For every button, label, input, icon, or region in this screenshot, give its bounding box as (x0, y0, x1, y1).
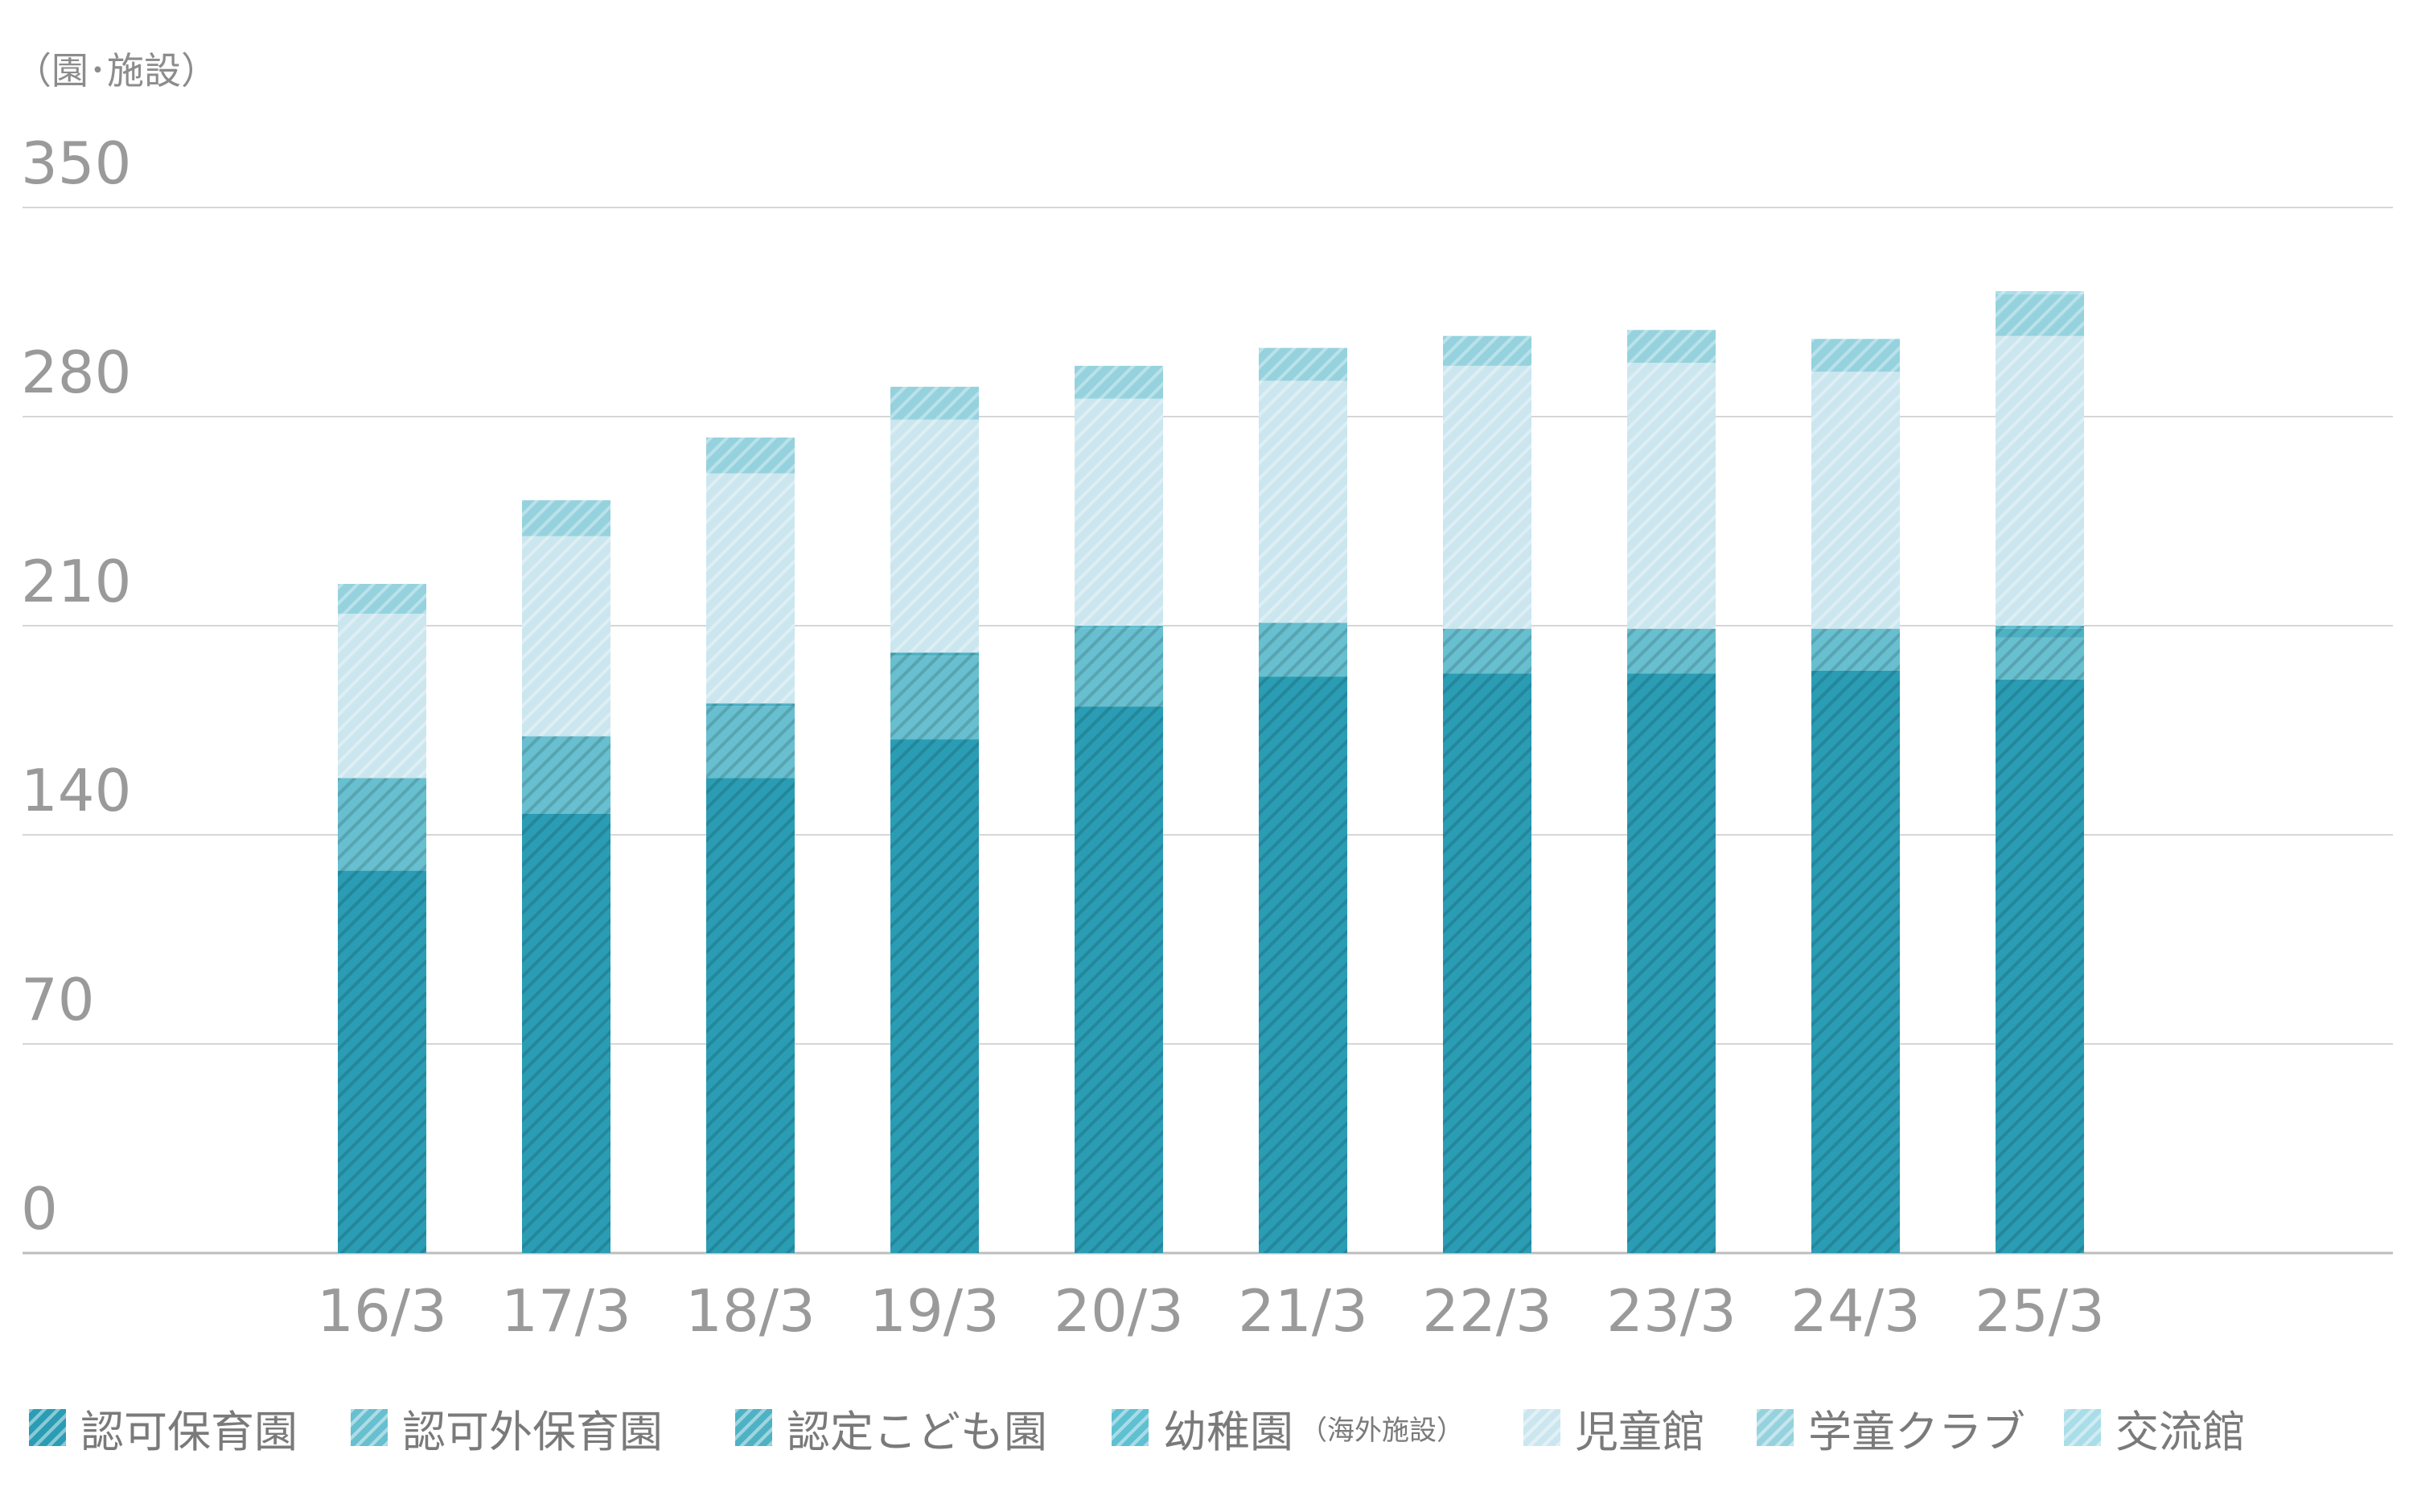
bar-hatch (1996, 637, 2084, 680)
bar-hatch (1996, 679, 2084, 1253)
bar-hatch (1996, 294, 2084, 336)
bar-hatch (1811, 339, 1900, 372)
bar-hatch (1996, 628, 2084, 638)
legend-item: 認可保育園 (29, 1395, 298, 1460)
legend-item: 交流館 (2064, 1395, 2246, 1460)
x-axis-ticks: 16/3 17/3 18/3 19/3 20/3 21/3 22/3 23/3 24/3 25/3 (317, 1277, 2105, 1345)
legend: 認可保育園 認可外保育園 認定こども園 幼稚園 （海外施設） 児童館 学童クラブ 交流館 (29, 1395, 2362, 1460)
bar-hatch (1811, 372, 1900, 629)
legend-label: 認定こども園 (787, 1406, 1047, 1457)
bar-hatch (522, 736, 610, 814)
bar-hatch (1075, 398, 1163, 626)
legend-note: （海外施設） (1300, 1414, 1464, 1447)
bar-hatch (1443, 365, 1531, 629)
bar-hatch (890, 652, 979, 656)
x-tick-label: 18/3 (685, 1277, 816, 1345)
x-tick-label: 22/3 (1422, 1277, 1552, 1345)
bar-hatch (522, 500, 610, 536)
legend-swatch (1112, 1409, 1149, 1446)
bar-hatch (522, 814, 610, 1253)
bar-hatch (1259, 676, 1347, 1253)
x-tick-label: 23/3 (1606, 1277, 1737, 1345)
bar-hatch (706, 473, 795, 704)
legend-item: 学童クラブ (1757, 1395, 2025, 1460)
bar-hatch (1075, 365, 1163, 399)
bar-hatch (338, 614, 426, 779)
bar-hatch (338, 778, 426, 871)
legend-label: 学童クラブ (1808, 1406, 2025, 1457)
legend-label: 認可外保育園 (402, 1406, 663, 1457)
bar-hatch (338, 584, 426, 614)
y-axis-ticks: 0 70 140 210 280 350 (21, 129, 131, 1243)
x-tick-label: 20/3 (1054, 1277, 1184, 1345)
bar-hatch (1443, 628, 1531, 674)
bar-hatch (1259, 380, 1347, 623)
x-tick-label: 17/3 (501, 1277, 631, 1345)
legend-swatch (1523, 1409, 1560, 1446)
y-axis-unit-label: （園･施設） (14, 49, 218, 92)
bar-hatch (1811, 670, 1900, 1253)
legend-label: 児童館 (1575, 1406, 1705, 1457)
y-tick-label: 0 (21, 1175, 58, 1243)
legend-swatch (29, 1409, 66, 1446)
bar-hatch (1627, 363, 1716, 629)
bar-hatch (1075, 626, 1163, 629)
bar-hatch (1259, 622, 1347, 677)
bar-hatch (1996, 335, 2084, 626)
legend-swatch (351, 1409, 388, 1446)
legend-item: 認定こども園 (735, 1395, 1047, 1460)
x-tick-label: 25/3 (1975, 1277, 2105, 1345)
bar-hatch (1627, 628, 1716, 674)
bar-hatch (890, 419, 979, 653)
bars (338, 291, 2084, 1253)
bar-hatch (1075, 706, 1163, 1253)
legend-swatch (1757, 1409, 1794, 1446)
bar-hatch (706, 706, 795, 779)
bar-hatch (890, 655, 979, 740)
bar-hatch (706, 703, 795, 707)
bar-hatch (1627, 330, 1716, 364)
bar-hatch (890, 386, 979, 420)
bar-hatch (1443, 335, 1531, 366)
bar-hatch (890, 739, 979, 1253)
bar-hatch (1443, 673, 1531, 1253)
legend-item: 児童館 (1523, 1395, 1705, 1460)
legend-swatch (2064, 1409, 2101, 1446)
x-tick-label: 21/3 (1238, 1277, 1368, 1345)
x-tick-label: 24/3 (1790, 1277, 1921, 1345)
legend-item: 認可外保育園 (351, 1395, 663, 1460)
x-tick-label: 19/3 (869, 1277, 1000, 1345)
bar-hatch (1996, 291, 2084, 294)
x-tick-label: 16/3 (317, 1277, 447, 1345)
bar-hatch (706, 438, 795, 474)
legend-item: 幼稚園 （海外施設） (1112, 1395, 1464, 1460)
bar-hatch (1075, 628, 1163, 707)
y-tick-label: 70 (21, 966, 95, 1033)
bar-hatch (338, 870, 426, 1253)
y-tick-label: 210 (21, 548, 131, 615)
bar-hatch (1259, 347, 1347, 381)
legend-swatch (735, 1409, 772, 1446)
legend-label: 交流館 (2115, 1406, 2246, 1457)
legend-label: 幼稚園 (1163, 1406, 1293, 1457)
legend-label: 認可保育園 (80, 1406, 298, 1457)
y-tick-label: 280 (21, 339, 131, 406)
bar-hatch (706, 778, 795, 1253)
bar-hatch (522, 536, 610, 737)
bar-hatch (1627, 673, 1716, 1253)
bar-hatch (1996, 626, 2084, 629)
bar-hatch (1811, 628, 1900, 671)
y-tick-label: 350 (21, 129, 131, 197)
y-tick-label: 140 (21, 757, 131, 824)
